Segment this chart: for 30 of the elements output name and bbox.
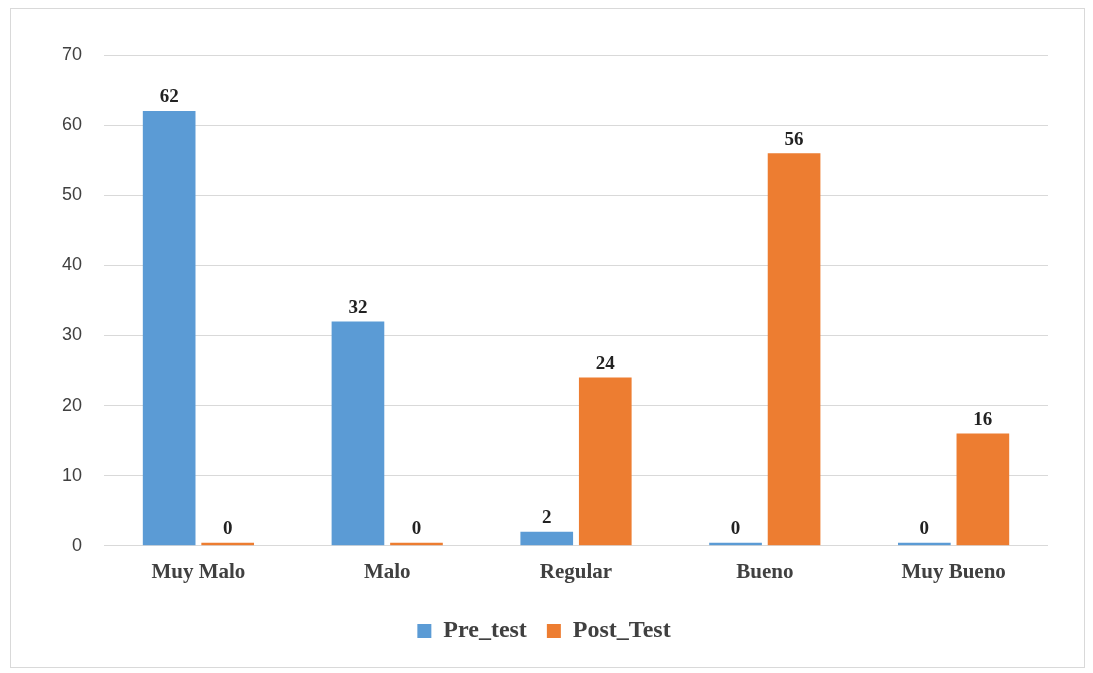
data-label: 62: [159, 85, 179, 107]
x-tick-label: Bueno: [736, 558, 794, 583]
y-tick-label: 70: [61, 43, 83, 64]
data-label: 0: [919, 517, 930, 539]
bar: [767, 153, 821, 546]
y-tick-label: 40: [61, 254, 83, 275]
x-tick-label: Regular: [539, 558, 613, 583]
y-tick-label: 0: [72, 534, 83, 555]
data-label: 16: [973, 408, 993, 430]
bar: [331, 321, 385, 546]
x-tick-label: Muy Malo: [151, 558, 246, 583]
x-tick-label: Malo: [363, 558, 411, 583]
data-label: 24: [595, 351, 616, 373]
data-label: 56: [784, 127, 804, 149]
y-tick-label: 60: [61, 114, 83, 135]
data-label: 32: [348, 295, 368, 317]
data-label: 0: [730, 517, 741, 539]
x-tick-label: Muy Bueno: [901, 558, 1006, 583]
y-tick-label: 30: [61, 324, 83, 345]
data-label: 2: [542, 506, 552, 528]
y-tick-label: 20: [61, 394, 83, 415]
bar: [142, 111, 196, 546]
legend-label: Pre_test: [443, 616, 527, 643]
y-tick-label: 50: [61, 184, 83, 205]
legend-label: Post_Test: [572, 616, 671, 643]
bar: [956, 433, 1010, 546]
y-tick-label: 10: [61, 464, 83, 485]
data-label: 0: [411, 517, 422, 539]
bar: [578, 377, 632, 546]
data-label: 0: [222, 517, 233, 539]
